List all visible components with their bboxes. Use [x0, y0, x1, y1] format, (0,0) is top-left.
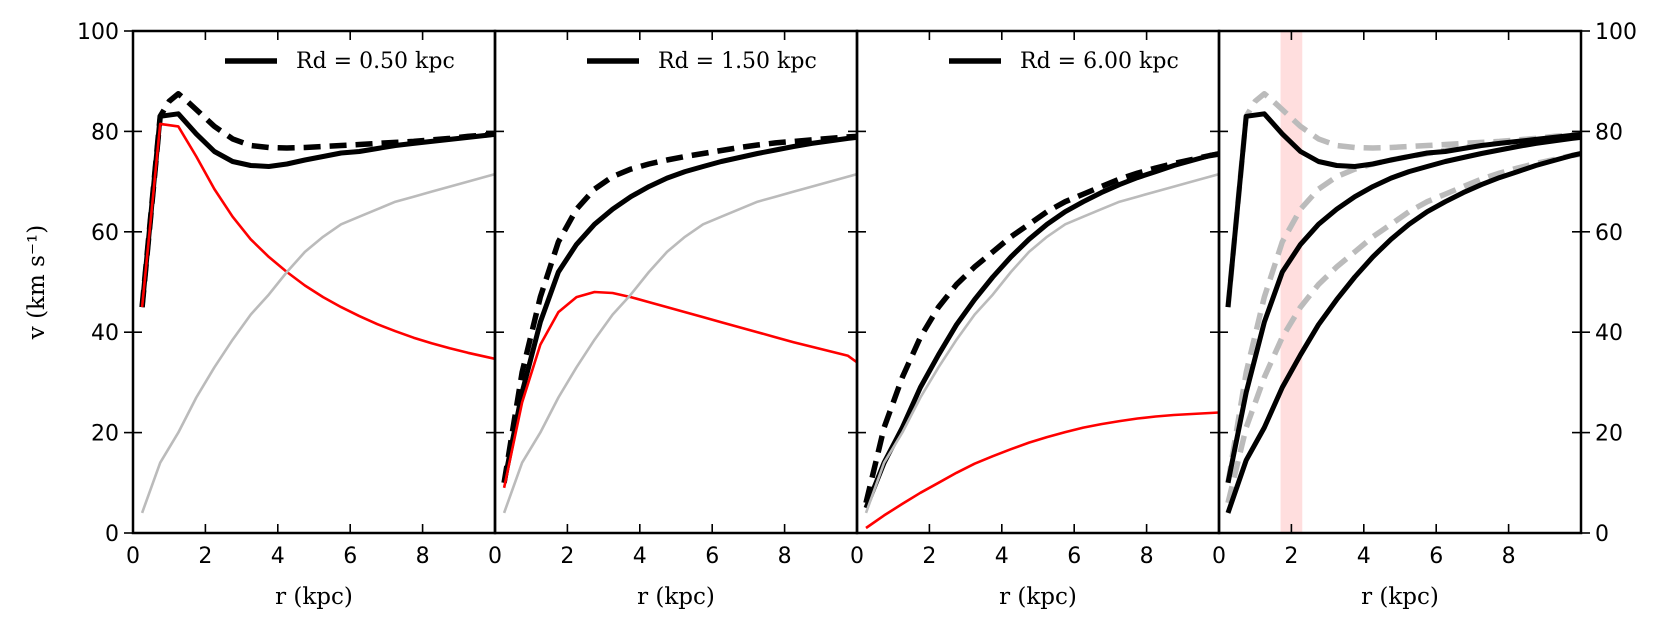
- x-axis-label: r (kpc): [999, 584, 1077, 610]
- panel-frame: [1217, 29, 1583, 535]
- series-group: [1225, 91, 1581, 514]
- x-tick-label: 8: [1140, 544, 1154, 569]
- x-tick-label: 0: [850, 544, 864, 569]
- x-tick-label: 2: [198, 544, 212, 569]
- series-line-solid-1-50: [1225, 134, 1581, 484]
- y-tick-label-right: 20: [1595, 422, 1623, 447]
- x-tick-label: 6: [705, 544, 719, 569]
- y-tick-label-right: 80: [1595, 120, 1623, 145]
- panel-frame: [131, 29, 497, 535]
- y-tick-label-right: 60: [1595, 221, 1623, 246]
- highlight-band: [1280, 31, 1303, 533]
- x-tick-label: 2: [922, 544, 936, 569]
- series-line-solid-0-50: [1225, 111, 1581, 308]
- series-line-total-dashed: [863, 151, 1219, 504]
- x-tick-label: 2: [1284, 544, 1298, 569]
- x-tick-label: 4: [271, 544, 285, 569]
- y-tick-label-left: 80: [91, 120, 119, 145]
- y-tick-label-right: 0: [1595, 522, 1609, 547]
- series-line-disk: [140, 122, 495, 361]
- series-line-total-dashed: [139, 91, 495, 308]
- x-tick-label: 2: [560, 544, 574, 569]
- panel-1: 0 2 4 6 8 r (kpc) Rd = 0.50 kpc: [124, 29, 497, 610]
- x-axis-label: r (kpc): [275, 584, 353, 610]
- x-tick-label: 0: [126, 544, 140, 569]
- legend-label: Rd = 0.50 kpc: [296, 49, 455, 74]
- x-axis-label: r (kpc): [1361, 584, 1439, 610]
- y-tick-label-left: 40: [91, 321, 119, 346]
- x-tick-label: 4: [995, 544, 1009, 569]
- panel-frame: [855, 29, 1221, 535]
- y-tick-label-left: 0: [105, 522, 119, 547]
- y-axis-label: v (km s⁻¹): [24, 225, 50, 340]
- series-line-halo: [502, 172, 857, 514]
- series-line-dashed-6-00: [1225, 151, 1581, 504]
- panel-3: 0 2 4 6 8 r (kpc) Rd = 6.00 kpc: [850, 29, 1221, 610]
- x-tick-label: 6: [1067, 544, 1081, 569]
- x-tick-label: 0: [488, 544, 502, 569]
- x-axis-label: r (kpc): [637, 584, 715, 610]
- series-line-total-solid: [139, 111, 495, 308]
- legend-label: Rd = 6.00 kpc: [1020, 49, 1179, 74]
- series-group: [863, 151, 1219, 530]
- series-group: [501, 133, 857, 514]
- x-tick-label: 6: [343, 544, 357, 569]
- legend-label: Rd = 1.50 kpc: [658, 49, 817, 74]
- x-tick-label: 4: [633, 544, 647, 569]
- panel-4: 0 2 4 6 8 r (kpc): [1212, 29, 1590, 610]
- y-tick-label-left: 20: [91, 422, 119, 447]
- y-tick-label-left: 60: [91, 221, 119, 246]
- series-line-solid-6-00: [1225, 151, 1581, 514]
- series-line-total-solid: [501, 134, 857, 484]
- y-tick-label-right: 40: [1595, 321, 1623, 346]
- series-group: [139, 91, 495, 514]
- y-tick-label-right: 100: [1595, 20, 1637, 45]
- x-tick-label: 8: [778, 544, 792, 569]
- panel-2: 0 2 4 6 8 r (kpc) Rd = 1.50 kpc: [488, 29, 859, 610]
- x-tick-label: 8: [416, 544, 430, 569]
- x-tick-label: 0: [1212, 544, 1226, 569]
- series-line-disk: [502, 290, 857, 489]
- series-line-halo: [864, 172, 1219, 514]
- series-line-disk: [865, 411, 1219, 530]
- panel-frame: [493, 29, 859, 535]
- series-line-total-solid: [863, 151, 1219, 509]
- series-line-halo: [140, 172, 495, 514]
- x-tick-label: 4: [1357, 544, 1371, 569]
- x-tick-label: 8: [1502, 544, 1516, 569]
- series-line-total-dashed: [501, 133, 857, 484]
- y-tick-label-left: 100: [77, 20, 119, 45]
- x-tick-label: 6: [1429, 544, 1443, 569]
